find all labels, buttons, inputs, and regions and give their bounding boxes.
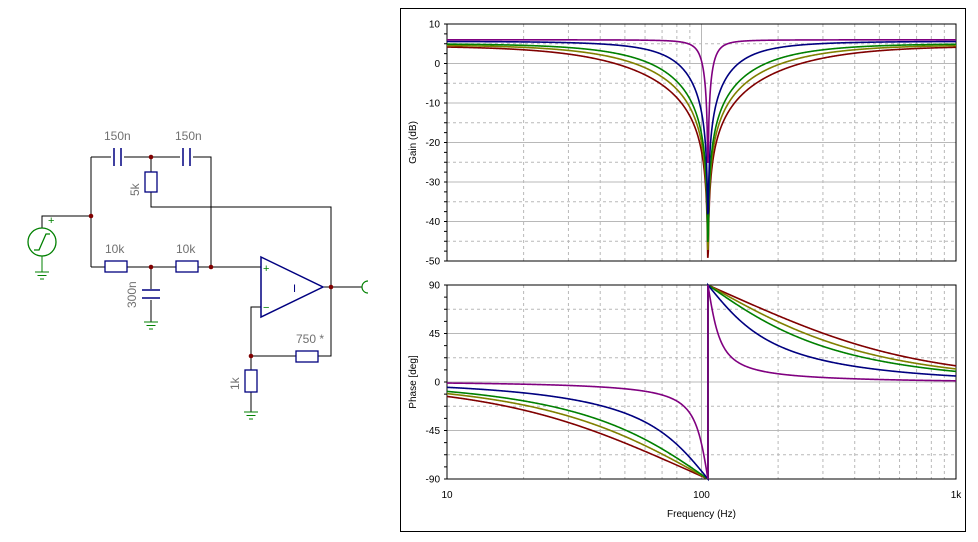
phase-series-3 — [446, 283, 957, 481]
voltage-source[interactable]: + — [27, 215, 57, 280]
phase-ylabel: Phase [deg] — [408, 355, 419, 409]
capacitor-c3-label: 300n — [125, 281, 139, 308]
phase-xlabel: Frequency (Hz) — [667, 509, 736, 520]
phase-ytick-label: -90 — [426, 475, 441, 486]
gain-series-1 — [446, 46, 957, 258]
circuit-schematic: + 150n 150n 5k 10k 10k 300n + − I 750 * … — [27, 129, 369, 420]
resistor-5k-label: 5k — [128, 182, 142, 196]
gain-ytick-label: -50 — [426, 257, 441, 268]
phase-xtick-label: 1k — [951, 490, 963, 501]
resistor-1k-label: 1k — [228, 376, 242, 390]
gain-ylabel: Gain (dB) — [408, 121, 419, 164]
phase-panel: 90 45 0 -45 -90 Phase [deg] 10 100 1k Frequency (… — [408, 281, 962, 521]
gain-series-5 — [447, 39, 956, 164]
resistor-5k[interactable] — [144, 171, 158, 193]
gain-ytick-label: -30 — [426, 178, 441, 189]
opamp-plus-label: + — [263, 263, 269, 275]
resistor-10k-right[interactable] — [175, 260, 199, 273]
resistor-10k-left[interactable] — [104, 260, 128, 273]
gain-panel: 10 0 -10 -20 -30 -40 -50 Gain (dB) — [408, 20, 957, 268]
opamp[interactable]: + − I — [260, 255, 325, 319]
phase-ytick-label: -45 — [426, 426, 441, 437]
phase-series-4 — [446, 282, 957, 482]
gain-ytick-label: -40 — [426, 217, 441, 228]
phase-ytick-label: 90 — [429, 281, 441, 292]
junction-nodes — [88, 154, 334, 359]
gain-ytick-label: -20 — [426, 138, 441, 149]
opamp-symbol: I — [293, 283, 296, 295]
gain-ytick-label: -10 — [426, 99, 441, 110]
gain-series-2 — [447, 44, 956, 250]
capacitor-c2[interactable] — [182, 148, 191, 166]
gain-ytick-label: 10 — [429, 20, 441, 31]
ground-symbol-2 — [244, 411, 258, 420]
capacitor-c3[interactable] — [142, 289, 160, 299]
resistor-10k-left-label: 10k — [105, 242, 125, 256]
opamp-minus-label: − — [263, 302, 269, 314]
resistor-1k[interactable] — [244, 369, 258, 393]
capacitor-c1[interactable] — [113, 148, 122, 166]
capacitor-c2-label: 150n — [175, 129, 202, 143]
phase-ytick-label: 0 — [434, 378, 440, 389]
resistor-750-label: 750 * — [296, 332, 324, 346]
resistor-750[interactable] — [295, 350, 319, 363]
resistor-10k-right-label: 10k — [176, 242, 196, 256]
phase-xtick-label: 100 — [693, 490, 710, 501]
gain-ytick-label: 0 — [434, 59, 440, 70]
phase-series-5 — [447, 284, 957, 480]
phase-xtick-label: 10 — [441, 490, 453, 501]
capacitor-c1-label: 150n — [104, 129, 131, 143]
source-plus-label: + — [48, 215, 54, 227]
ground-symbol — [144, 321, 158, 330]
gain-series-3 — [447, 43, 956, 243]
gain-series-4 — [447, 40, 956, 215]
phase-ytick-label: 45 — [429, 329, 441, 340]
wires — [41, 156, 362, 412]
output-terminal[interactable] — [361, 280, 369, 294]
